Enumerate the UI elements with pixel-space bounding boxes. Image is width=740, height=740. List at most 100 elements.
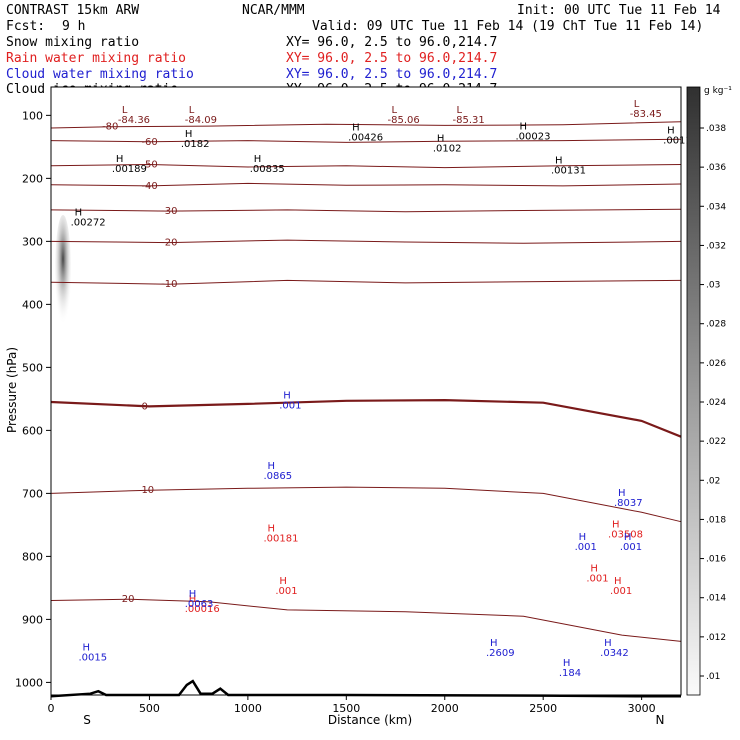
max-value-label: .0063 (185, 599, 214, 610)
colorbar-tick-label: .038 (706, 124, 726, 134)
max-value-label: .001 (275, 586, 297, 597)
max-marker: H (618, 488, 626, 499)
temperature-contour (50, 182, 682, 187)
temperature-contour (50, 279, 682, 285)
max-marker: H (579, 532, 587, 543)
x-tick-label: 1500 (332, 702, 360, 715)
max-marker: H (185, 129, 193, 140)
field-xy-snow: XY= 96.0, 2.5 to 96.0,214.7 (286, 35, 497, 50)
colorbar-tick-label: .024 (706, 398, 726, 408)
y-axis: 100 200 300 400 500 600 700 800 900 1000 (15, 109, 51, 689)
contour-label: -50 (141, 159, 157, 170)
max-value-label: .001 (610, 586, 632, 597)
colorbar-tick-label: .03 (706, 281, 720, 291)
colorbar-unit: g kg⁻¹ (704, 86, 732, 96)
y-tick-label: 600 (22, 424, 43, 437)
x-axis: 0 500 1000 1500 2000 2500 3000 (48, 695, 656, 715)
y-tick-label: 300 (22, 235, 43, 248)
max-value-label: .00023 (516, 131, 551, 142)
contour-label: 20 (122, 594, 135, 605)
max-value-label: .00189 (112, 164, 147, 175)
x-tick-label: 2500 (529, 702, 557, 715)
temp-min-value: -85.31 (453, 115, 485, 126)
y-tick-label: 800 (22, 550, 43, 563)
y-tick-label: 700 (22, 487, 43, 500)
field-xy-cloud-water: XY= 96.0, 2.5 to 96.0,214.7 (286, 67, 497, 82)
x-tick-label: 3000 (628, 702, 656, 715)
fcst-label: Fcst: (6, 19, 45, 34)
colorbar-tick-label: .036 (706, 163, 726, 173)
temperature-contour (50, 121, 682, 129)
field-label-rain: Rain water mixing ratio (6, 51, 186, 66)
max-marker: H (283, 390, 291, 401)
contour-label: 10 (141, 485, 154, 496)
max-value-label: .00426 (348, 133, 383, 144)
colorbar-tick-label: .034 (706, 202, 726, 212)
fcst-value: 9 h (62, 19, 85, 34)
colorbar-tick-label: .014 (706, 594, 726, 604)
colorbar-tick-label: .028 (706, 320, 726, 330)
y-tick-label: 900 (22, 613, 43, 626)
max-marker: H (604, 638, 612, 649)
temperature-contour (50, 163, 682, 169)
max-value-label: .00016 (185, 604, 220, 615)
max-marker: H (437, 133, 445, 144)
max-value-label: .03508 (608, 529, 643, 540)
colorbar-tick-label: .02 (706, 476, 720, 486)
field-xy-rain: XY= 96.0, 2.5 to 96.0,214.7 (286, 51, 497, 66)
max-marker: H (268, 523, 276, 534)
plot-frame (50, 86, 682, 696)
colorbar-tick-label: .022 (706, 437, 726, 447)
temperature-contour (50, 486, 682, 523)
max-value-label: .00272 (71, 218, 106, 229)
y-tick-label: 400 (22, 298, 43, 311)
colorbar-tick-label: .016 (706, 555, 726, 565)
y-tick-label: 200 (22, 172, 43, 185)
max-value-label: .184 (559, 668, 581, 679)
contour-label: -60 (141, 137, 157, 148)
max-marker: H (189, 589, 197, 600)
temperature-contour (50, 398, 682, 438)
max-value-label: .0342 (600, 648, 629, 659)
temperature-contour (50, 208, 682, 213)
contour-label: 0 (141, 401, 147, 412)
max-marker: H (490, 638, 498, 649)
max-value-label: .00835 (250, 164, 285, 175)
colorbar-tick-label: .018 (706, 515, 726, 525)
contour-label: -20 (161, 238, 177, 249)
x-tick-label: 0 (48, 702, 55, 715)
x-end-label-south: S (83, 713, 91, 727)
x-tick-label: 2000 (431, 702, 459, 715)
max-marker: H (563, 658, 571, 669)
init-time: Init: 00 UTC Tue 11 Feb 14 (517, 3, 721, 18)
temp-min-value: -84.36 (118, 115, 150, 126)
max-value-label: .0865 (264, 471, 293, 482)
max-marker: H (254, 154, 262, 165)
max-value-label: .001 (575, 542, 597, 553)
max-value-label: .0102 (433, 143, 462, 154)
temp-min-value: -85.06 (388, 115, 420, 126)
contour-label: -10 (161, 279, 177, 290)
max-marker: H (268, 461, 276, 472)
colorbar: g kg⁻¹ .038 .036 .034 .032 .03 .028 .026 .024 .0… (686, 86, 732, 696)
model-title: CONTRAST 15km ARW (6, 3, 139, 18)
colorbar-tick-label: .026 (706, 359, 726, 369)
colorbar-tick-label: .01 (706, 672, 720, 682)
max-marker: H (624, 532, 632, 543)
field-label-cloud-water: Cloud water mixing ratio (6, 67, 194, 82)
x-end-label-north: N (656, 713, 665, 727)
contour-label: -40 (141, 181, 157, 192)
max-value-label: .0011 (663, 136, 692, 147)
max-marker: H (352, 123, 360, 134)
max-marker: H (82, 642, 90, 653)
max-marker: H (189, 594, 197, 605)
temperature-contours: -80 -60 -50 -40 -30 -20 -10 0 10 20 (50, 121, 682, 642)
max-marker: H (612, 519, 620, 530)
temp-min-marker: L (392, 105, 398, 116)
colorbar-ramp (686, 86, 701, 696)
temperature-contour (50, 138, 682, 143)
x-tick-label: 1000 (234, 702, 262, 715)
